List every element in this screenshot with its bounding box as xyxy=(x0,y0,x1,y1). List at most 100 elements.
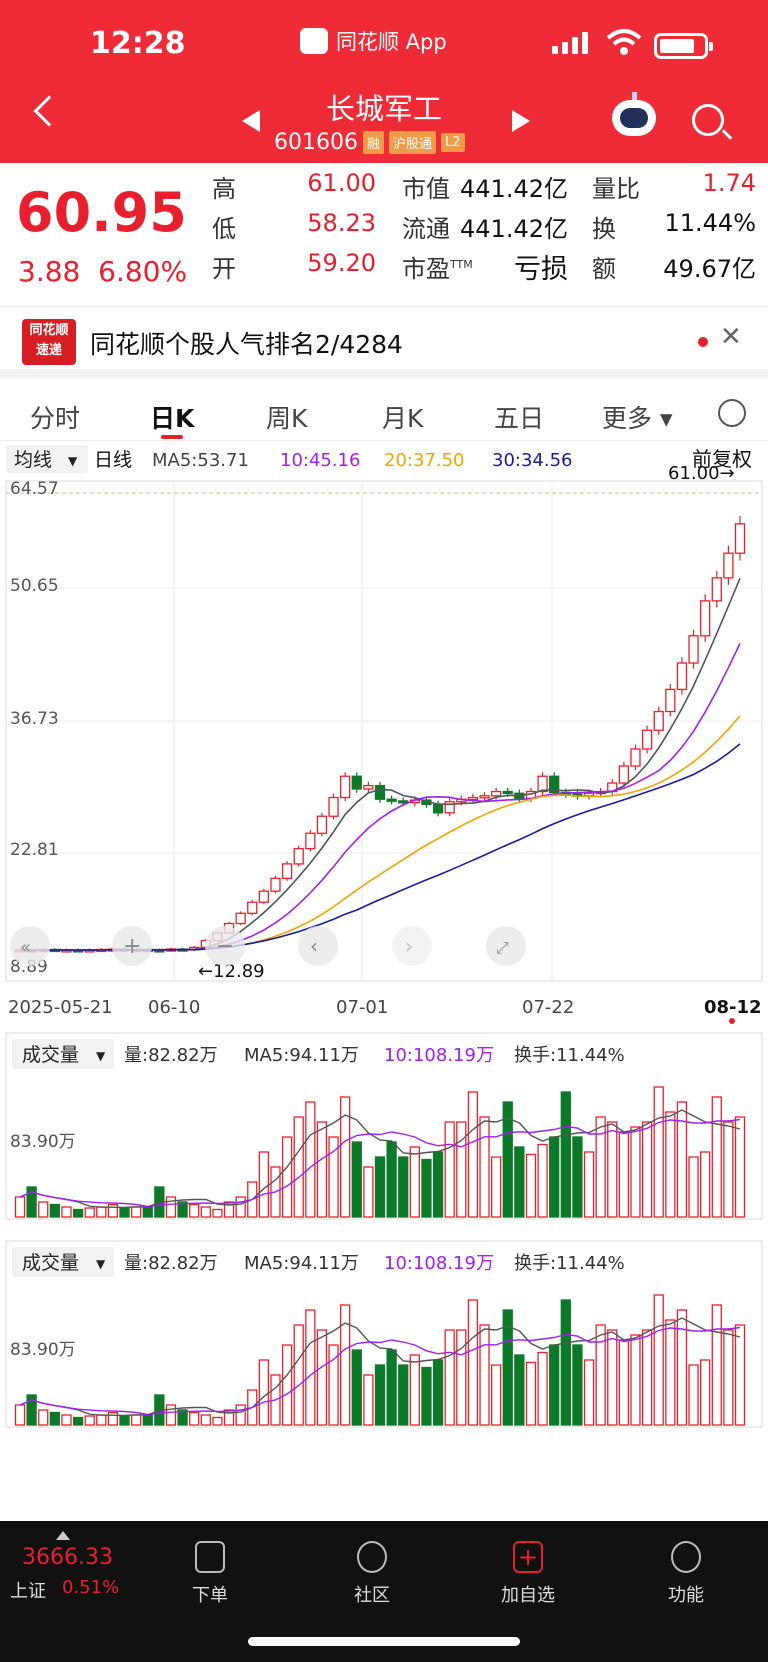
volume-bar xyxy=(374,1364,386,1426)
candle-body xyxy=(723,552,734,579)
menu-icon xyxy=(671,1541,701,1573)
stock-code-row: 601606 融 沪股通 L2 xyxy=(274,130,465,155)
next-stock-button[interactable] xyxy=(512,110,530,132)
l2-tag: L2 xyxy=(441,133,465,152)
volume-bar xyxy=(293,1116,304,1218)
last-price: 60.95 xyxy=(16,181,187,244)
settings-icon[interactable] xyxy=(718,399,746,427)
ma-select-button[interactable] xyxy=(6,445,88,473)
candle-body xyxy=(665,688,676,713)
turnover-label: 换 xyxy=(592,215,616,243)
tab-daily-k[interactable]: 日K xyxy=(150,404,195,433)
volume-bar xyxy=(595,1116,606,1218)
stock-name: 长城军工 xyxy=(325,92,442,126)
volume-bar xyxy=(537,1143,548,1218)
fullscreen-button[interactable] xyxy=(486,926,526,966)
ma10-value: 10:45.16 xyxy=(280,450,361,471)
candle-body xyxy=(700,600,711,637)
candle-body xyxy=(386,798,397,802)
tab-intraday[interactable]: 分时 xyxy=(30,404,81,433)
volume-bar xyxy=(700,1359,711,1426)
add-watchlist-button[interactable]: + 加自选 xyxy=(478,1541,578,1607)
volume-bar xyxy=(328,1344,339,1426)
candle-body xyxy=(247,901,258,914)
vol1-frame xyxy=(5,1032,763,1220)
vol2-dropdown-icon: ▼ xyxy=(96,1257,106,1271)
volume-bar xyxy=(409,1354,420,1426)
add-watchlist-label: 加自选 xyxy=(501,1585,555,1606)
chart-area[interactable]: 均线 ▼ 日线 MA5:53.71 10:45.16 20:37.50 30:3… xyxy=(0,441,768,1521)
volume-bar xyxy=(351,1349,362,1426)
candles xyxy=(14,516,746,953)
tab-more[interactable]: 更多 ▾ xyxy=(602,404,673,433)
volume-bar xyxy=(479,1116,490,1218)
adjust-label[interactable]: 前复权 xyxy=(692,447,752,471)
volume-bar xyxy=(456,1329,467,1426)
candle-body xyxy=(351,775,362,790)
chart-tabs: 分时 日K 周K 月K 五日 更多 ▾ xyxy=(0,379,768,441)
volume-bar xyxy=(734,1324,746,1426)
volume-bar xyxy=(514,1146,525,1218)
order-button[interactable]: 下单 xyxy=(160,1541,260,1607)
prev-stock-button[interactable] xyxy=(242,110,260,132)
high-value: 61.00 xyxy=(307,169,376,197)
volume-bar xyxy=(653,1086,664,1218)
zoom-out-button[interactable] xyxy=(205,926,245,966)
volume-bar xyxy=(212,1416,223,1426)
volume-bar xyxy=(479,1324,490,1426)
float-label: 流通 xyxy=(402,215,450,243)
candle-body xyxy=(270,877,281,892)
volume-bar xyxy=(456,1121,467,1218)
float-value: 441.42亿 xyxy=(460,215,568,243)
assistant-robot-icon[interactable] xyxy=(612,92,656,136)
ths-news-logo: 同花顺 速递 xyxy=(22,319,76,365)
volume-bar xyxy=(665,1111,676,1218)
volume-bar xyxy=(212,1208,223,1218)
candle-body xyxy=(583,792,595,797)
function-button[interactable]: 功能 xyxy=(636,1541,736,1607)
vol2-frame xyxy=(5,1240,763,1428)
prev-button[interactable] xyxy=(298,926,338,966)
tab-monthly-k[interactable]: 月K xyxy=(382,404,424,433)
kline-chart[interactable]: 均线 ▼ 日线 MA5:53.71 10:45.16 20:37.50 30:3… xyxy=(0,441,768,1521)
next-button[interactable] xyxy=(392,926,432,966)
candle-body xyxy=(641,729,653,750)
volume-bar xyxy=(119,1207,130,1218)
volume-bar xyxy=(607,1121,618,1218)
candle-body xyxy=(281,863,293,880)
vol2-select-button[interactable] xyxy=(12,1247,114,1277)
volume-bar xyxy=(665,1319,676,1426)
close-icon[interactable]: ✕ xyxy=(720,322,742,352)
volume-ma5-line xyxy=(19,1317,741,1417)
candle-body xyxy=(618,765,630,784)
volume-bar xyxy=(595,1324,606,1426)
search-icon[interactable] xyxy=(692,104,724,136)
battery-icon xyxy=(654,33,713,59)
kline-frame xyxy=(5,480,763,982)
index-up-icon xyxy=(56,1531,70,1540)
zoom-in-button[interactable] xyxy=(112,926,152,966)
volume-bar xyxy=(583,1151,595,1218)
volume-bar xyxy=(398,1156,409,1218)
volume-bar xyxy=(189,1203,200,1218)
candle-body xyxy=(363,784,374,790)
index-value[interactable]: 3666.33 xyxy=(22,1545,113,1570)
order-label: 下单 xyxy=(192,1585,228,1606)
min-price-label: ←12.89 xyxy=(198,961,265,982)
volume-bar xyxy=(653,1294,664,1426)
ma20-value: 20:37.50 xyxy=(384,450,465,471)
volume-bar xyxy=(96,1414,107,1426)
popularity-banner[interactable]: 同花顺 速递 同花顺个股人气排名2/4284 xyxy=(0,307,768,379)
candle-body xyxy=(432,803,444,814)
pe-ttm: TTM xyxy=(450,258,473,271)
function-label: 功能 xyxy=(668,1585,704,1606)
community-button[interactable]: 社区 xyxy=(322,1541,422,1607)
date-label-1: 2025-05-21 xyxy=(8,997,113,1018)
vol1-select-button[interactable] xyxy=(12,1039,114,1069)
volume-ma10-line xyxy=(19,1326,741,1416)
scroll-left-button[interactable] xyxy=(10,926,50,966)
candle-body xyxy=(549,775,560,794)
tab-weekly-k[interactable]: 周K xyxy=(266,404,308,433)
volume-bar xyxy=(14,1404,26,1426)
tab-five-day[interactable]: 五日 xyxy=(494,404,545,433)
